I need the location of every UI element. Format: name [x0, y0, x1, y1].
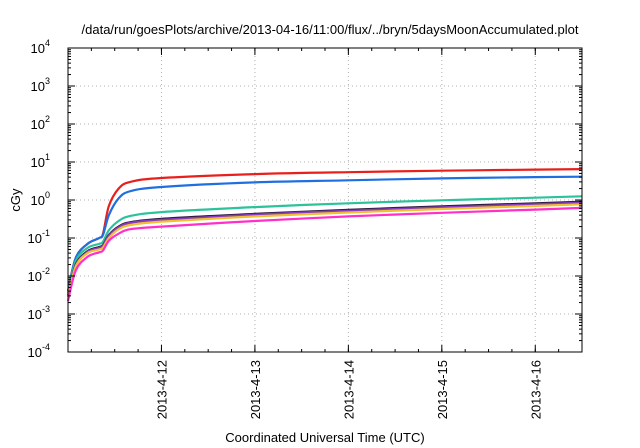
series-group	[66, 168, 583, 302]
y-tick-exponent: 4	[45, 38, 50, 48]
y-tick-label: 10-3	[28, 304, 50, 322]
series-line-2	[66, 175, 583, 292]
series-line-1	[66, 168, 583, 292]
y-tick-label: 10-1	[28, 228, 50, 246]
y-axis-label: cGy	[8, 188, 23, 212]
grid	[68, 48, 582, 352]
y-tick-label: 10-4	[28, 342, 50, 360]
y-tick-exponent: -3	[42, 304, 50, 314]
x-tick-label: 2013-4-12	[154, 360, 169, 419]
series-line-5	[66, 201, 583, 297]
y-tick-label: 101	[31, 152, 50, 170]
x-tick-label: 2013-4-13	[248, 360, 263, 419]
y-tick-exponent: -1	[42, 228, 50, 238]
y-tick-exponent: 0	[45, 190, 50, 200]
y-tick-exponent: -2	[42, 266, 50, 276]
x-axis-ticks: 2013-4-12 2013-4-13 2013-4-14 2013-4-15 2013…	[67, 48, 583, 419]
x-axis-label: Coordinated Universal Time (UTC)	[225, 430, 424, 445]
y-tick-label: 102	[31, 114, 50, 132]
y-tick-exponent: 2	[45, 114, 50, 124]
y-tick-label: 104	[31, 38, 50, 56]
x-tick-label: 2013-4-15	[435, 360, 450, 419]
y-tick-label: 103	[31, 76, 50, 94]
chart-title: /data/run/goesPlots/archive/2013-04-16/1…	[82, 22, 579, 37]
series-line-3	[66, 195, 583, 294]
series-line-6	[66, 203, 583, 298]
x-tick-label: 2013-4-14	[341, 360, 356, 419]
y-tick-label: 100	[31, 190, 50, 208]
x-tick-label: 2013-4-16	[528, 360, 543, 419]
series-line-4	[66, 200, 583, 297]
y-tick-exponent: 3	[45, 76, 50, 86]
series-line-7	[66, 206, 583, 302]
y-tick-label: 10-2	[28, 266, 50, 284]
y-tick-exponent: -4	[42, 342, 50, 352]
y-tick-exponent: 1	[45, 152, 50, 162]
